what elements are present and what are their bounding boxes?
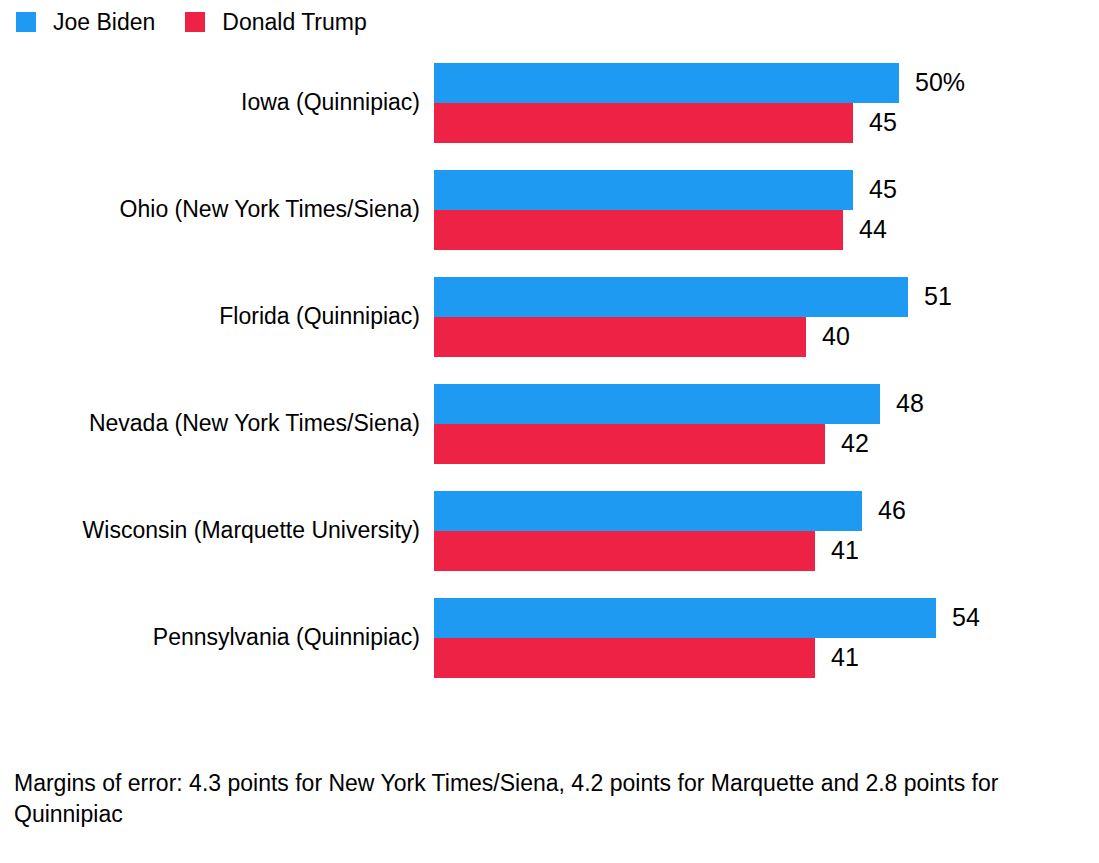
- bar-value: 46: [878, 496, 906, 525]
- trump-bar: [434, 210, 843, 250]
- bar-value: 40: [822, 322, 850, 351]
- legend-item-donald-trump: Donald Trump: [185, 8, 366, 36]
- bar-line: 46: [434, 491, 906, 531]
- bar-line: 40: [434, 317, 952, 357]
- chart-row-pennsylvania: Pennsylvania (Quinnipiac) 54 41: [0, 584, 1099, 691]
- legend-label-donald-trump: Donald Trump: [222, 8, 366, 36]
- bar-line: 41: [434, 531, 906, 571]
- bar-value: 54: [952, 603, 980, 632]
- bar-line: 41: [434, 638, 980, 678]
- chart-row-nevada: Nevada (New York Times/Siena) 48 42: [0, 370, 1099, 477]
- trump-bar: [434, 531, 815, 571]
- bar-value: 48: [896, 389, 924, 418]
- legend-item-joe-biden: Joe Biden: [16, 8, 155, 36]
- trump-color-swatch-icon: [185, 12, 205, 32]
- bar-value: 41: [831, 536, 859, 565]
- bar-value: 50%: [915, 68, 965, 97]
- bar-group: 46 41: [434, 491, 906, 571]
- biden-bar: [434, 598, 936, 638]
- trump-bar: [434, 638, 815, 678]
- bar-line: 45: [434, 103, 965, 143]
- trump-bar: [434, 317, 806, 357]
- bar-group: 48 42: [434, 384, 924, 464]
- chart-row-florida: Florida (Quinnipiac) 51 40: [0, 263, 1099, 370]
- row-label: Iowa (Quinnipiac): [0, 89, 434, 117]
- row-label: Nevada (New York Times/Siena): [0, 410, 434, 438]
- row-label: Florida (Quinnipiac): [0, 303, 434, 331]
- biden-bar: [434, 63, 899, 103]
- chart-row-ohio: Ohio (New York Times/Siena) 45 44: [0, 156, 1099, 263]
- margins-of-error-footnote: Margins of error: 4.3 points for New Yor…: [14, 768, 1059, 830]
- bar-line: 50%: [434, 63, 965, 103]
- bar-line: 51: [434, 277, 952, 317]
- bar-line: 44: [434, 210, 897, 250]
- bar-value: 45: [869, 175, 897, 204]
- bar-line: 54: [434, 598, 980, 638]
- chart-row-iowa: Iowa (Quinnipiac) 50% 45: [0, 49, 1099, 156]
- bar-value: 44: [859, 215, 887, 244]
- biden-bar: [434, 277, 908, 317]
- trump-bar: [434, 103, 853, 143]
- bar-line: 48: [434, 384, 924, 424]
- bar-line: 45: [434, 170, 897, 210]
- bar-line: 42: [434, 424, 924, 464]
- bar-value: 41: [831, 643, 859, 672]
- row-label: Ohio (New York Times/Siena): [0, 196, 434, 224]
- biden-color-swatch-icon: [16, 12, 36, 32]
- row-label: Pennsylvania (Quinnipiac): [0, 624, 434, 652]
- bar-value: 45: [869, 108, 897, 137]
- bar-group: 51 40: [434, 277, 952, 357]
- bar-value: 42: [841, 429, 869, 458]
- row-label: Wisconsin (Marquette University): [0, 517, 434, 545]
- chart-legend: Joe Biden Donald Trump: [16, 8, 1099, 36]
- biden-bar: [434, 491, 862, 531]
- poll-results-chart: Joe Biden Donald Trump Iowa (Quinnipiac)…: [0, 0, 1099, 863]
- legend-label-joe-biden: Joe Biden: [53, 8, 155, 36]
- bar-group: 54 41: [434, 598, 980, 678]
- chart-row-wisconsin: Wisconsin (Marquette University) 46 41: [0, 477, 1099, 584]
- bar-group: 45 44: [434, 170, 897, 250]
- biden-bar: [434, 384, 880, 424]
- grouped-bar-chart: Iowa (Quinnipiac) 50% 45 Ohio (New York …: [0, 49, 1099, 691]
- biden-bar: [434, 170, 853, 210]
- trump-bar: [434, 424, 825, 464]
- bar-value: 51: [924, 282, 952, 311]
- bar-group: 50% 45: [434, 63, 965, 143]
